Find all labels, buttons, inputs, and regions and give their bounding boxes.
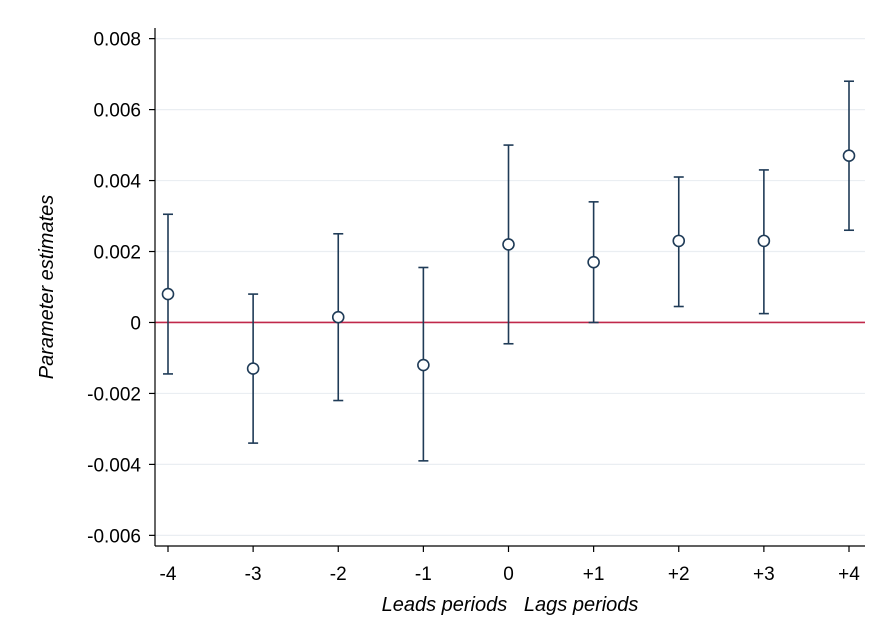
gridlines bbox=[155, 38, 865, 536]
point-estimate-marker bbox=[502, 238, 515, 251]
point-estimate-marker bbox=[757, 234, 771, 248]
y-tick-label: 0 bbox=[130, 313, 141, 334]
y-tick-label: 0.008 bbox=[93, 30, 141, 51]
y-tick-label: -0.004 bbox=[87, 455, 141, 476]
x-tick-label: +2 bbox=[668, 564, 690, 585]
point-estimate-marker bbox=[161, 287, 175, 301]
y-axis-title: Parameter estimates bbox=[36, 195, 58, 380]
y-tick-label: -0.002 bbox=[87, 384, 141, 405]
x-tick-label: +1 bbox=[583, 564, 605, 585]
x-tick-label: -4 bbox=[160, 564, 177, 585]
x-axis-title: Leads periods Lags periods bbox=[382, 594, 639, 616]
axes bbox=[149, 28, 865, 552]
point-estimate-marker bbox=[417, 358, 430, 372]
point-estimate-marker bbox=[331, 310, 345, 324]
point-estimate-marker bbox=[246, 362, 260, 375]
point-estimate-marker bbox=[672, 234, 686, 248]
y-tick-labels: 0.008 0.006 0.004 0.002 0 -0.002 -0.004 -0.006 bbox=[87, 30, 141, 548]
x-tick-label: -2 bbox=[330, 564, 347, 585]
point-estimate-marker bbox=[842, 149, 856, 163]
x-tick-label: +3 bbox=[753, 564, 775, 585]
y-tick-label: 0.006 bbox=[93, 101, 141, 122]
y-tick-label: 0.004 bbox=[93, 172, 141, 193]
x-tick-label: 0 bbox=[503, 564, 514, 585]
x-tick-label: +4 bbox=[838, 564, 860, 585]
estimate-marks bbox=[161, 80, 856, 462]
x-tick-label: -1 bbox=[415, 564, 432, 585]
point-estimate-marker bbox=[587, 255, 600, 269]
x-tick-labels: -4 -3 -2 -1 0 +1 +2 +3 +4 bbox=[160, 564, 861, 585]
y-tick-label: -0.006 bbox=[87, 526, 141, 547]
y-tick-label: 0.002 bbox=[93, 243, 141, 264]
x-tick-label: -3 bbox=[245, 564, 262, 585]
